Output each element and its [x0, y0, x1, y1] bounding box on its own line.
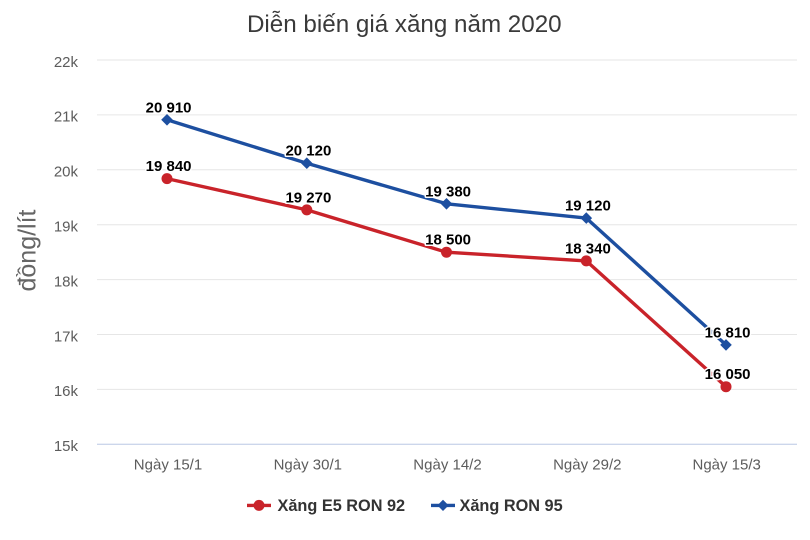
svg-text:đồng/lít: đồng/lít	[13, 209, 41, 291]
svg-text:18 340: 18 340	[565, 240, 611, 257]
svg-text:21k: 21k	[54, 109, 79, 126]
svg-text:16k: 16k	[54, 383, 79, 400]
svg-text:18 500: 18 500	[425, 232, 471, 249]
svg-text:15k: 15k	[54, 438, 79, 455]
svg-text:19k: 19k	[54, 219, 79, 236]
svg-text:17k: 17k	[54, 328, 79, 345]
svg-text:16 050: 16 050	[705, 366, 751, 383]
svg-text:20 910: 20 910	[146, 99, 192, 116]
svg-text:Ngày 15/1: Ngày 15/1	[134, 456, 202, 473]
svg-text:22k: 22k	[54, 54, 79, 71]
svg-text:20k: 20k	[54, 164, 79, 181]
svg-text:16 810: 16 810	[705, 324, 751, 341]
svg-text:18k: 18k	[54, 273, 79, 290]
svg-text:Xăng RON 95: Xăng RON 95	[460, 497, 563, 515]
svg-text:Xăng E5 RON 92: Xăng E5 RON 92	[278, 497, 406, 515]
svg-text:20 120: 20 120	[285, 143, 331, 160]
svg-text:19 380: 19 380	[425, 183, 471, 200]
svg-text:Ngày 29/2: Ngày 29/2	[553, 456, 621, 473]
svg-text:Ngày 15/3: Ngày 15/3	[693, 456, 761, 473]
svg-text:19 270: 19 270	[285, 189, 331, 206]
svg-text:19 840: 19 840	[146, 158, 192, 175]
svg-text:19 120: 19 120	[565, 198, 611, 215]
svg-text:Ngày 30/1: Ngày 30/1	[274, 456, 342, 473]
svg-text:Ngày 14/2: Ngày 14/2	[413, 456, 481, 473]
svg-text:Diễn biến giá xăng năm 2020: Diễn biến giá xăng năm 2020	[247, 11, 562, 38]
